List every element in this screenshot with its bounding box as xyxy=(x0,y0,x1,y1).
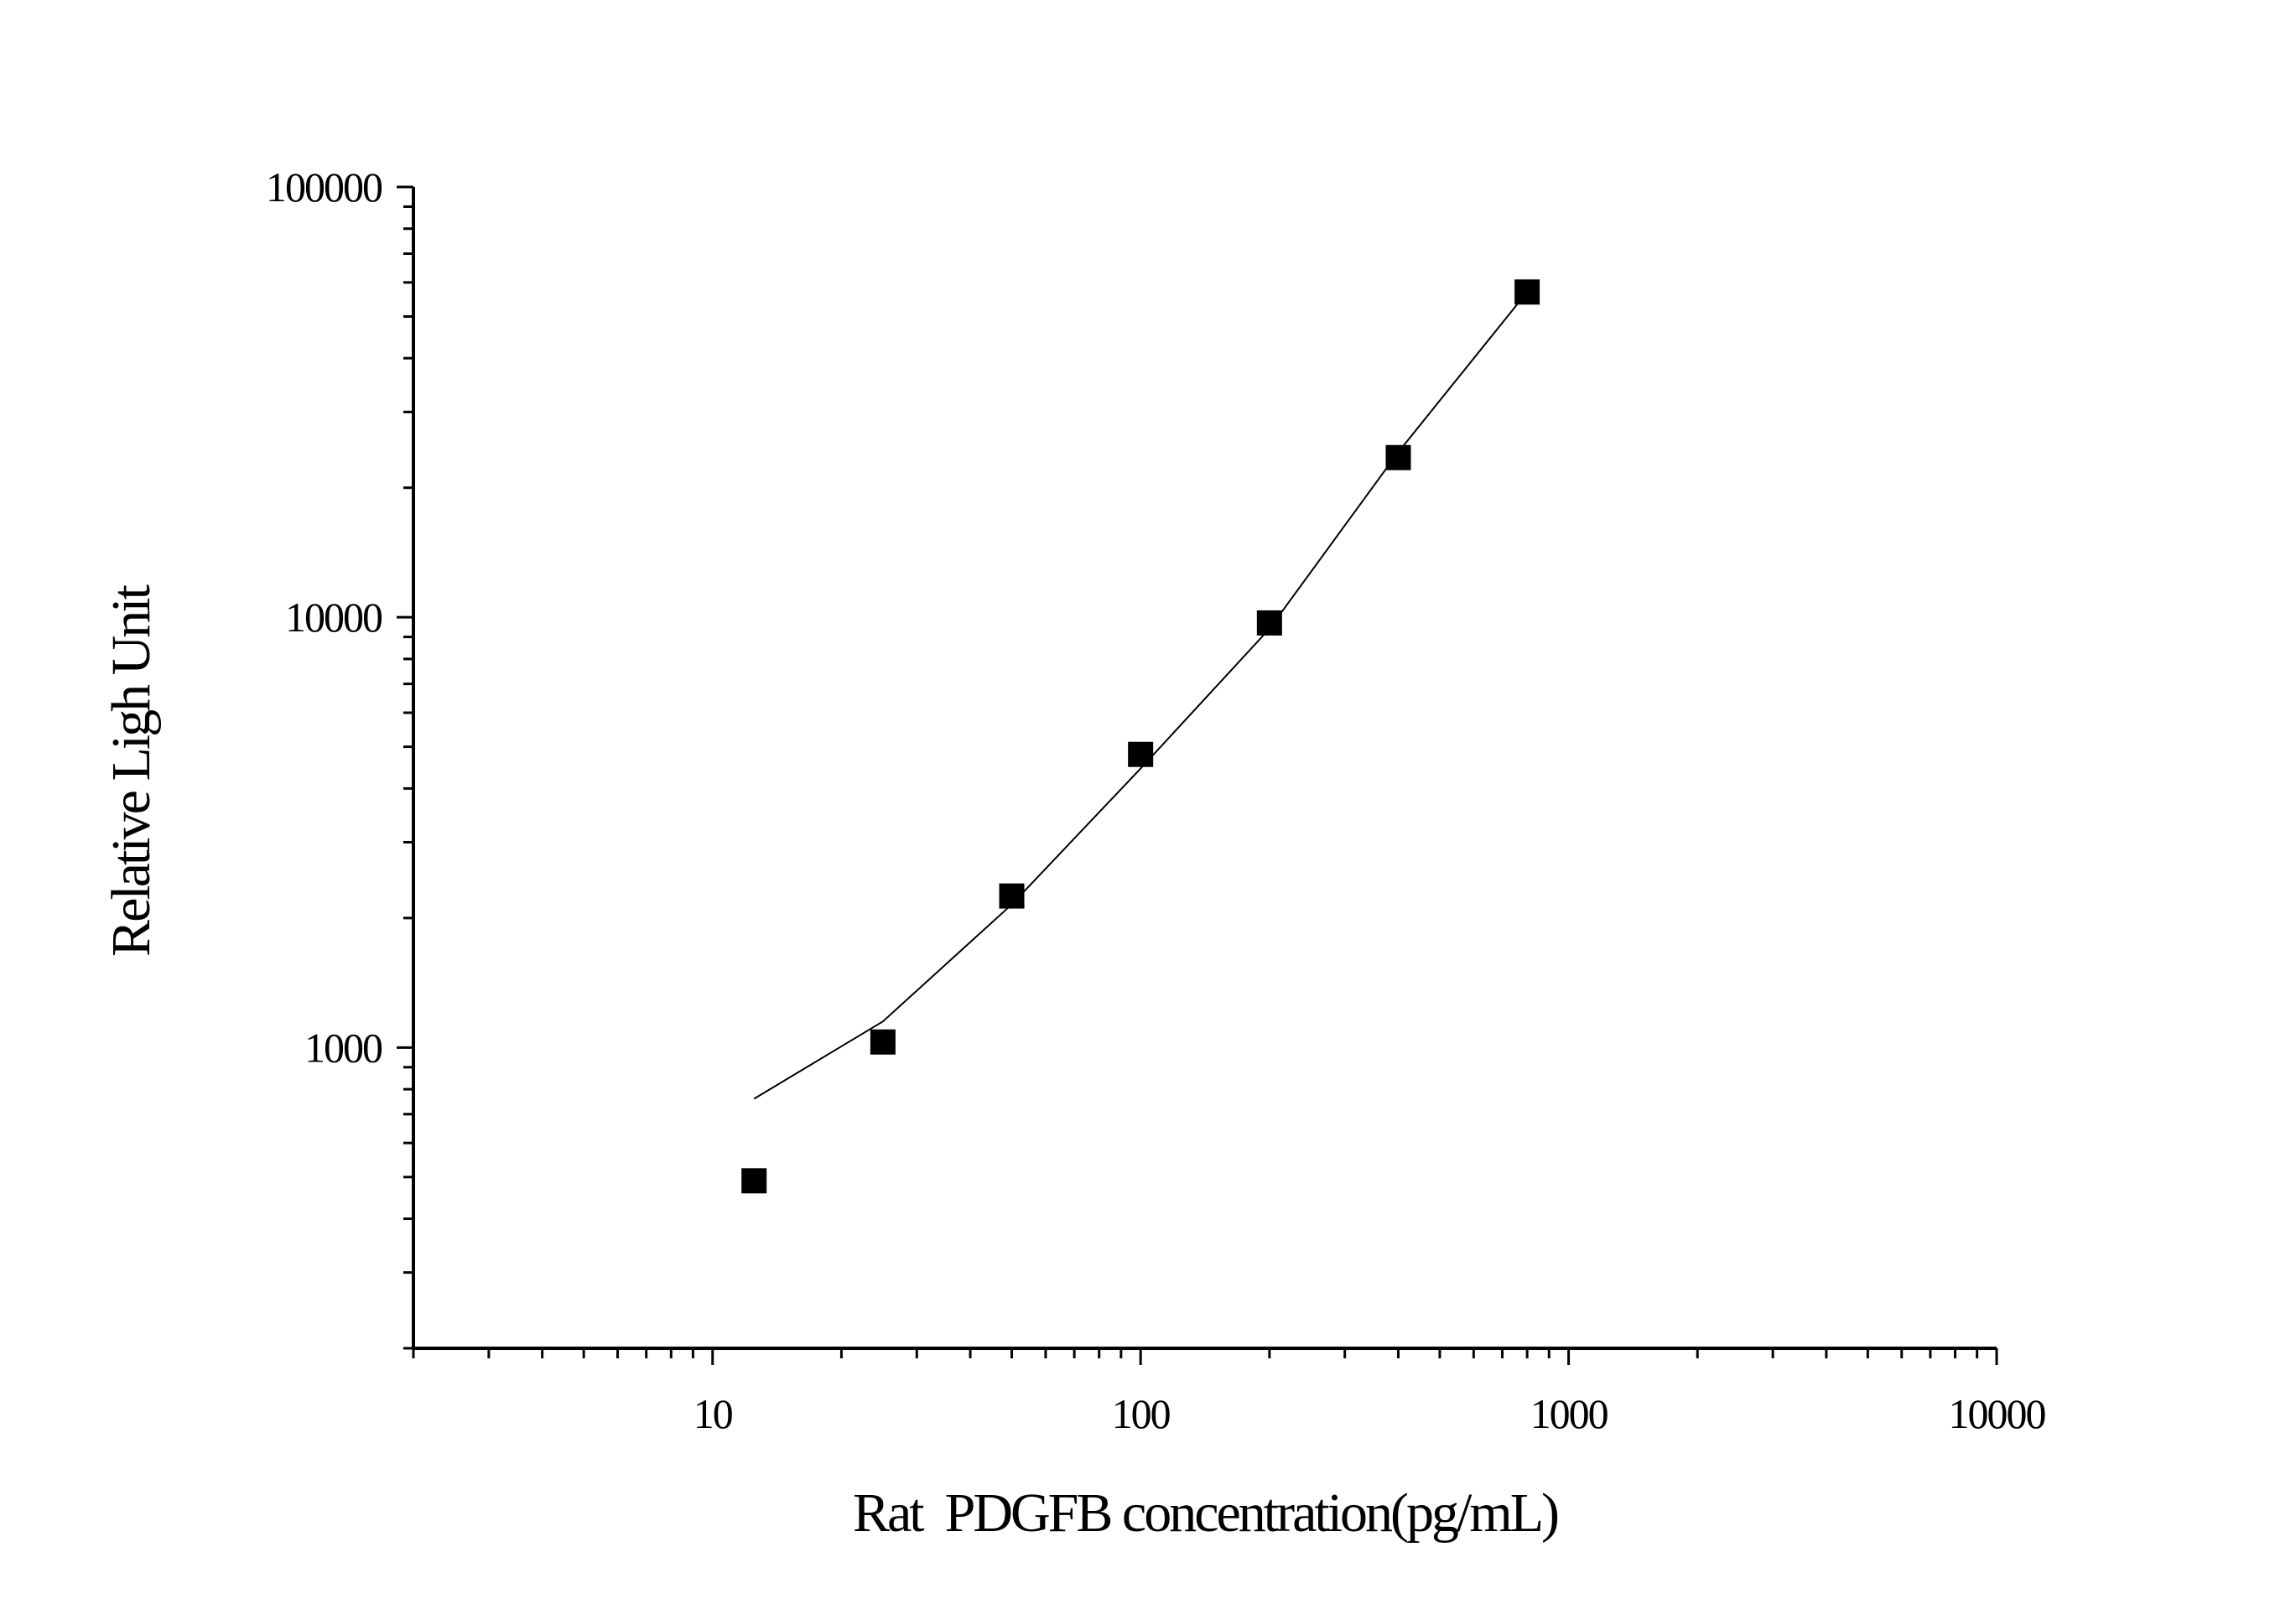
x-tick-label: 10 xyxy=(693,1390,733,1437)
x-axis-tick-labels: 10 100 1000 10000 xyxy=(693,1390,2048,1437)
data-point xyxy=(1128,741,1154,767)
data-point xyxy=(1256,610,1282,636)
data-point xyxy=(1385,444,1411,470)
y-axis-ticks xyxy=(397,185,413,1350)
x-axis-title: Rat PDGFB concentration(pg/mL) xyxy=(853,1482,1558,1544)
y-tick-label: 1000 xyxy=(304,1024,382,1071)
x-tick-label: 100 xyxy=(1112,1390,1171,1437)
fit-curve xyxy=(753,291,1528,1100)
x-tick-label: 10000 xyxy=(1949,1390,2046,1437)
data-point xyxy=(1514,279,1540,305)
data-points xyxy=(741,279,1540,1194)
data-point xyxy=(999,883,1025,909)
data-point xyxy=(741,1168,767,1194)
y-tick-label: 10000 xyxy=(285,594,382,641)
y-axis-tick-labels: 1000 10000 100000 xyxy=(266,164,384,1071)
axes: 10 100 1000 10000 1000 10000 100000 xyxy=(266,164,2048,1437)
y-axis-title: Relative Ligh Unit xyxy=(101,584,162,957)
x-tick-label: 1000 xyxy=(1530,1390,1608,1437)
y-tick-label: 100000 xyxy=(266,164,382,210)
x-axis-ticks xyxy=(412,1348,1998,1365)
data-point xyxy=(870,1029,896,1055)
